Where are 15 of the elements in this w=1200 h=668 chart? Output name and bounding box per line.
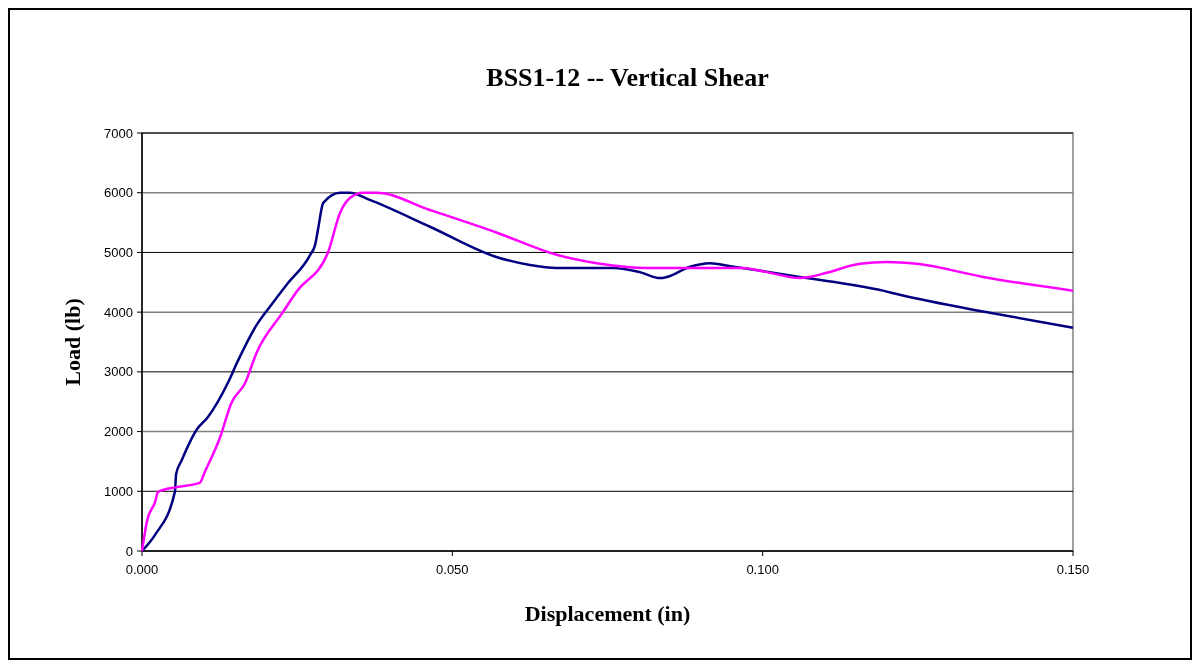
y-axis-title: Load (lb) bbox=[60, 298, 85, 386]
chart-title: BSS1-12 -- Vertical Shear bbox=[486, 63, 769, 92]
x-tick-label: 0.050 bbox=[436, 562, 469, 577]
y-tick-label: 6000 bbox=[104, 185, 133, 201]
y-tick-label: 2000 bbox=[104, 424, 133, 440]
x-tick-label: 0.000 bbox=[125, 562, 159, 577]
y-tick-label: 5000 bbox=[104, 244, 133, 260]
x-axis-title: Displacement (in) bbox=[524, 601, 691, 626]
x-tick-label: 0.150 bbox=[1056, 562, 1090, 577]
y-tick-label: 0 bbox=[125, 543, 133, 559]
y-tick-label: 4000 bbox=[104, 304, 133, 320]
y-tick-label: 1000 bbox=[104, 483, 133, 499]
y-tick-label: 7000 bbox=[104, 125, 133, 141]
x-tick-label: 0.100 bbox=[746, 562, 779, 577]
y-tick-label: 3000 bbox=[104, 364, 133, 380]
